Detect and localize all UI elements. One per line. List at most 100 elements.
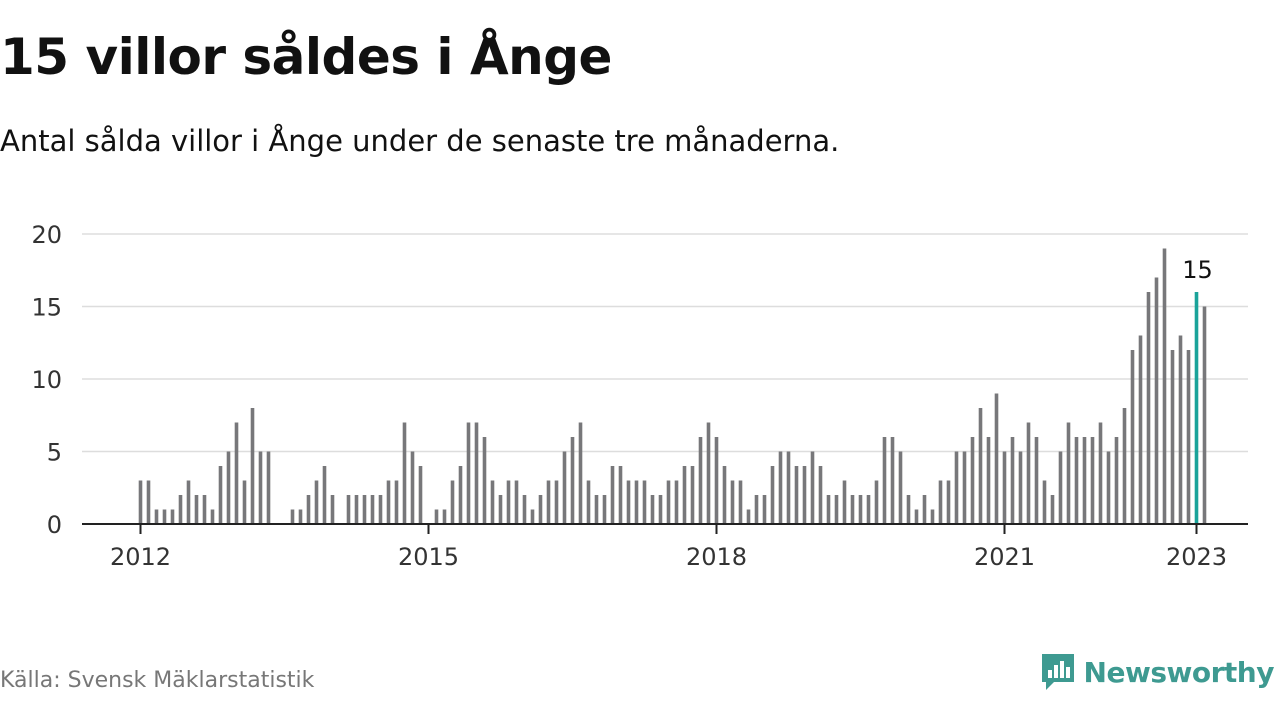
bar <box>1002 451 1007 524</box>
bar <box>1018 451 1023 524</box>
bar <box>186 480 191 524</box>
x-tick-label: 2021 <box>974 543 1035 571</box>
bar <box>986 437 991 524</box>
bar <box>762 495 767 524</box>
bar <box>802 466 807 524</box>
bar <box>722 466 727 524</box>
bar <box>818 466 823 524</box>
bar <box>498 495 503 524</box>
bar <box>626 480 631 524</box>
bar <box>354 495 359 524</box>
x-tick-label: 2018 <box>686 543 747 571</box>
bar <box>1074 437 1079 524</box>
bar <box>1066 422 1071 524</box>
bar <box>234 422 239 524</box>
source-note: Källa: Svensk Mäklarstatistik <box>0 668 315 693</box>
y-tick-label: 10 <box>31 366 62 394</box>
bar <box>1154 277 1159 524</box>
bar <box>370 495 375 524</box>
bar <box>674 480 679 524</box>
bar <box>1162 248 1167 524</box>
bar <box>770 466 775 524</box>
bar <box>570 437 575 524</box>
bar <box>554 480 559 524</box>
bar <box>938 480 943 524</box>
bar <box>202 495 207 524</box>
x-tick-label: 2015 <box>398 543 459 571</box>
newsworthy-brand: Newsworthy <box>1040 652 1275 692</box>
bar <box>458 466 463 524</box>
bar <box>1202 306 1207 524</box>
bar <box>1082 437 1087 524</box>
bar <box>1090 437 1095 524</box>
bar <box>210 509 215 524</box>
bar <box>906 495 911 524</box>
bar <box>482 437 487 524</box>
bar <box>650 495 655 524</box>
bar <box>810 451 815 524</box>
bar <box>666 480 671 524</box>
bar <box>362 495 367 524</box>
bar <box>178 495 183 524</box>
data-label: 15 <box>1182 256 1213 284</box>
y-tick-label: 0 <box>47 511 62 539</box>
bar <box>170 509 175 524</box>
bar <box>546 480 551 524</box>
bar <box>194 495 199 524</box>
bar <box>610 466 615 524</box>
bar <box>1042 480 1047 524</box>
bar <box>290 509 295 524</box>
bar <box>994 393 999 524</box>
bar <box>882 437 887 524</box>
bar <box>306 495 311 524</box>
bar <box>418 466 423 524</box>
bar <box>522 495 527 524</box>
y-tick-label: 5 <box>47 439 62 467</box>
bar <box>874 480 879 524</box>
bar <box>786 451 791 524</box>
bar <box>658 495 663 524</box>
bar <box>754 495 759 524</box>
bar <box>226 451 231 524</box>
bar <box>578 422 583 524</box>
bar <box>490 480 495 524</box>
bar <box>714 437 719 524</box>
bar <box>1034 437 1039 524</box>
bar <box>738 480 743 524</box>
bar <box>562 451 567 524</box>
bar <box>890 437 895 524</box>
bar <box>978 408 983 524</box>
bar <box>586 480 591 524</box>
bar <box>218 466 223 524</box>
bar-chart: 0 5 10 15 20 2012 2015 2018 2021 2023 15 <box>31 221 1248 571</box>
bar <box>898 451 903 524</box>
bar <box>1010 437 1015 524</box>
bar <box>250 408 255 524</box>
bar <box>618 466 623 524</box>
x-tick-label: 2023 <box>1166 543 1227 571</box>
chart-title: 15 villor såldes i Ånge <box>0 28 612 86</box>
bar <box>914 509 919 524</box>
bar <box>922 495 927 524</box>
bar <box>514 480 519 524</box>
bar <box>1146 292 1151 524</box>
bar <box>258 451 263 524</box>
newsworthy-logo-icon <box>1041 654 1074 690</box>
bar <box>162 509 167 524</box>
bar <box>866 495 871 524</box>
y-tick-label: 15 <box>31 294 62 322</box>
bar <box>1098 422 1103 524</box>
bar <box>386 480 391 524</box>
bar <box>826 495 831 524</box>
bar <box>746 509 751 524</box>
bar <box>778 451 783 524</box>
bar <box>442 509 447 524</box>
bar <box>530 509 535 524</box>
bar <box>346 495 351 524</box>
bar <box>794 466 799 524</box>
bar <box>634 480 639 524</box>
chart-subtitle: Antal sålda villor i Ånge under de senas… <box>0 124 840 158</box>
bar <box>466 422 471 524</box>
bar <box>594 495 599 524</box>
bar <box>1106 451 1111 524</box>
